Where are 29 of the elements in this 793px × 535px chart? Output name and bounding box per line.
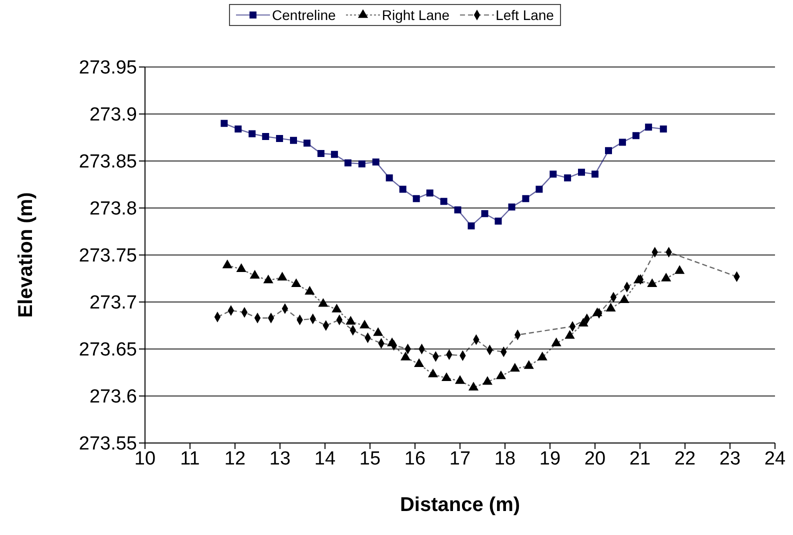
- legend-label: Left Lane: [496, 7, 554, 23]
- x-tick-label: 15: [359, 448, 381, 470]
- x-tick-label: 19: [539, 448, 561, 470]
- x-tick-label: 14: [314, 448, 336, 470]
- x-tick-label: 18: [494, 448, 516, 470]
- x-tick-label: 21: [629, 448, 651, 470]
- y-tick-label: 273.7: [89, 292, 137, 314]
- x-tick-label: 10: [134, 448, 156, 470]
- x-tick-label: 17: [449, 448, 471, 470]
- x-tick-label: 16: [404, 448, 426, 470]
- x-tick-label: 23: [719, 448, 741, 470]
- y-tick-label: 273.85: [78, 152, 137, 173]
- legend-label: Right Lane: [382, 7, 450, 23]
- x-tick-label: 11: [180, 448, 200, 470]
- x-tick-label: 12: [224, 448, 246, 470]
- y-tick-label: 273.65: [78, 340, 137, 361]
- y-axis-title: Elevation (m): [15, 192, 38, 318]
- x-tick-label: 22: [674, 448, 696, 470]
- y-tick-label: 273.55: [78, 434, 137, 455]
- y-tick-label: 273.6: [89, 386, 137, 408]
- x-tick-label: 20: [584, 448, 606, 470]
- legend-label: Centreline: [272, 7, 336, 23]
- x-tick-label: 13: [269, 448, 291, 470]
- x-tick-label: 24: [764, 448, 786, 470]
- y-tick-label: 273.9: [89, 104, 137, 126]
- y-tick-label: 273.75: [78, 246, 137, 267]
- y-tick-label: 273.95: [78, 58, 137, 79]
- y-tick-label: 273.8: [89, 198, 137, 220]
- x-axis-title: Distance (m): [400, 494, 520, 516]
